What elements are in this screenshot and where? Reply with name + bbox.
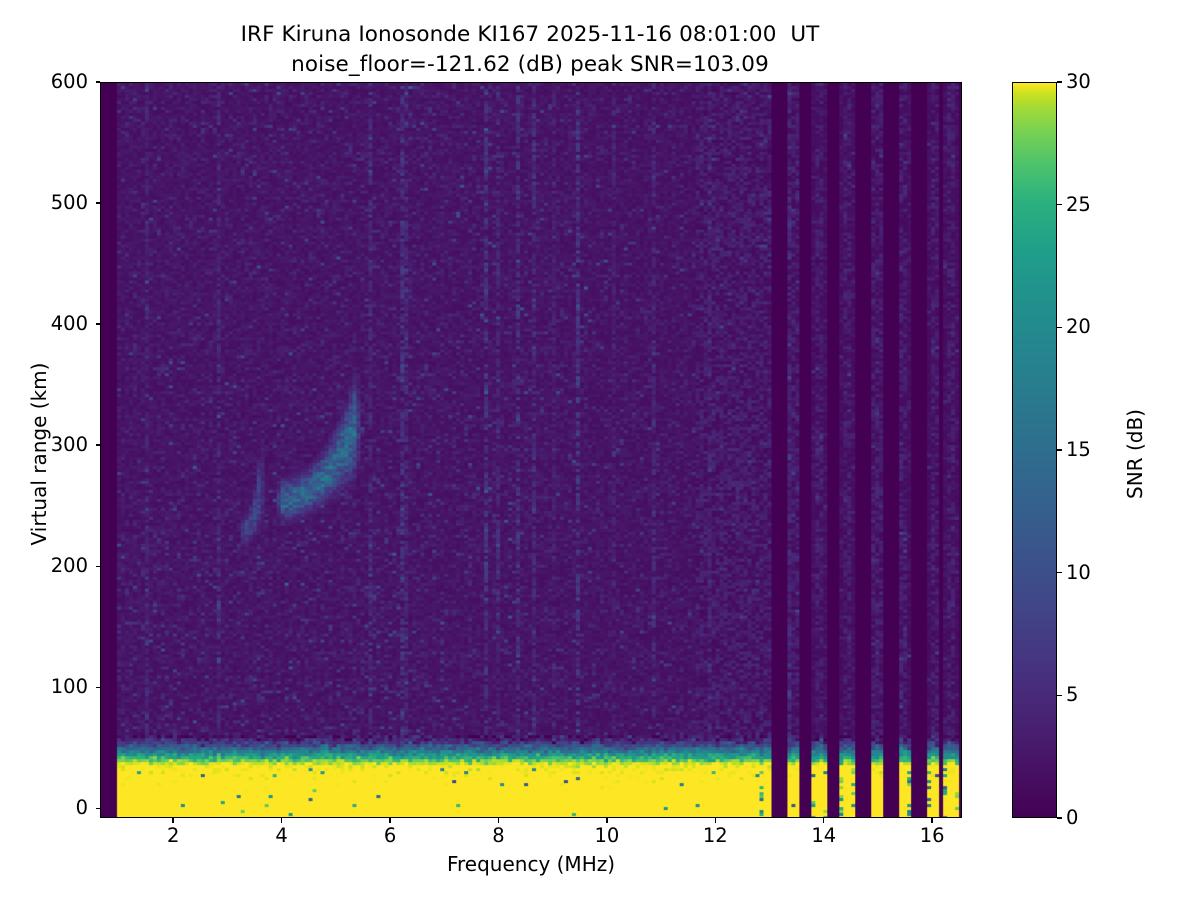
- x-tick-label: 4: [275, 824, 288, 847]
- colorbar-tick-label: 10: [1066, 560, 1091, 584]
- chart-title: IRF Kiruna Ionosonde KI167 2025-11-16 08…: [0, 20, 1060, 80]
- colorbar-tick-label: 25: [1066, 192, 1091, 216]
- x-tick-label: 14: [811, 824, 837, 847]
- y-tick-label: 100: [50, 675, 88, 699]
- x-tick-label: 12: [702, 824, 728, 847]
- y-tick: [95, 565, 100, 567]
- colorbar-label: SNR (dB): [1123, 409, 1147, 499]
- x-tick: [172, 818, 174, 823]
- title-line-2: noise_floor=-121.62 (dB) peak SNR=103.09: [291, 52, 769, 77]
- y-tick: [95, 323, 100, 325]
- x-tick: [606, 818, 608, 823]
- x-tick-label: 2: [166, 824, 180, 847]
- plot-area[interactable]: [100, 82, 962, 818]
- ionogram-heatmap: [101, 83, 961, 817]
- y-tick-label: 400: [50, 312, 88, 336]
- colorbar-tick-label: 30: [1066, 70, 1091, 93]
- y-tick-label: 300: [50, 433, 88, 457]
- y-tick-label: 200: [50, 554, 88, 578]
- y-tick: [95, 686, 100, 688]
- x-tick: [714, 818, 717, 823]
- y-tick: [95, 444, 100, 446]
- x-tick: [497, 818, 500, 823]
- y-axis-label: Virtual range (km): [27, 362, 51, 546]
- y-tick: [95, 81, 100, 83]
- colorbar-tick: [1057, 694, 1062, 697]
- x-tick-label: 8: [492, 824, 505, 847]
- colorbar-tick-label: 15: [1066, 438, 1091, 461]
- y-tick-label: 0: [75, 796, 88, 820]
- x-tick-label: 10: [594, 824, 620, 847]
- x-tick: [389, 818, 391, 823]
- colorbar-tick-label: 0: [1066, 806, 1079, 829]
- y-tick: [95, 202, 100, 204]
- x-tick: [823, 818, 825, 823]
- x-tick-label: 6: [383, 824, 397, 847]
- x-tick: [280, 818, 283, 823]
- y-tick-label: 600: [50, 70, 88, 93]
- title-line-1: IRF Kiruna Ionosonde KI167 2025-11-16 08…: [240, 22, 820, 47]
- colorbar-tick: [1057, 449, 1062, 451]
- colorbar-tick: [1057, 817, 1062, 819]
- colorbar-tick: [1057, 81, 1062, 83]
- colorbar-tick-label: 5: [1066, 683, 1079, 707]
- y-tick: [95, 807, 100, 809]
- colorbar-tick-label: 20: [1066, 315, 1091, 339]
- colorbar-tick: [1057, 326, 1062, 329]
- colorbar: [1012, 82, 1057, 818]
- x-tick-label: 16: [919, 824, 945, 847]
- x-axis-label: Frequency (MHz): [446, 852, 616, 876]
- colorbar-tick: [1057, 571, 1062, 574]
- y-tick-label: 500: [50, 191, 88, 215]
- x-tick: [931, 818, 933, 823]
- colorbar-tick: [1057, 203, 1062, 206]
